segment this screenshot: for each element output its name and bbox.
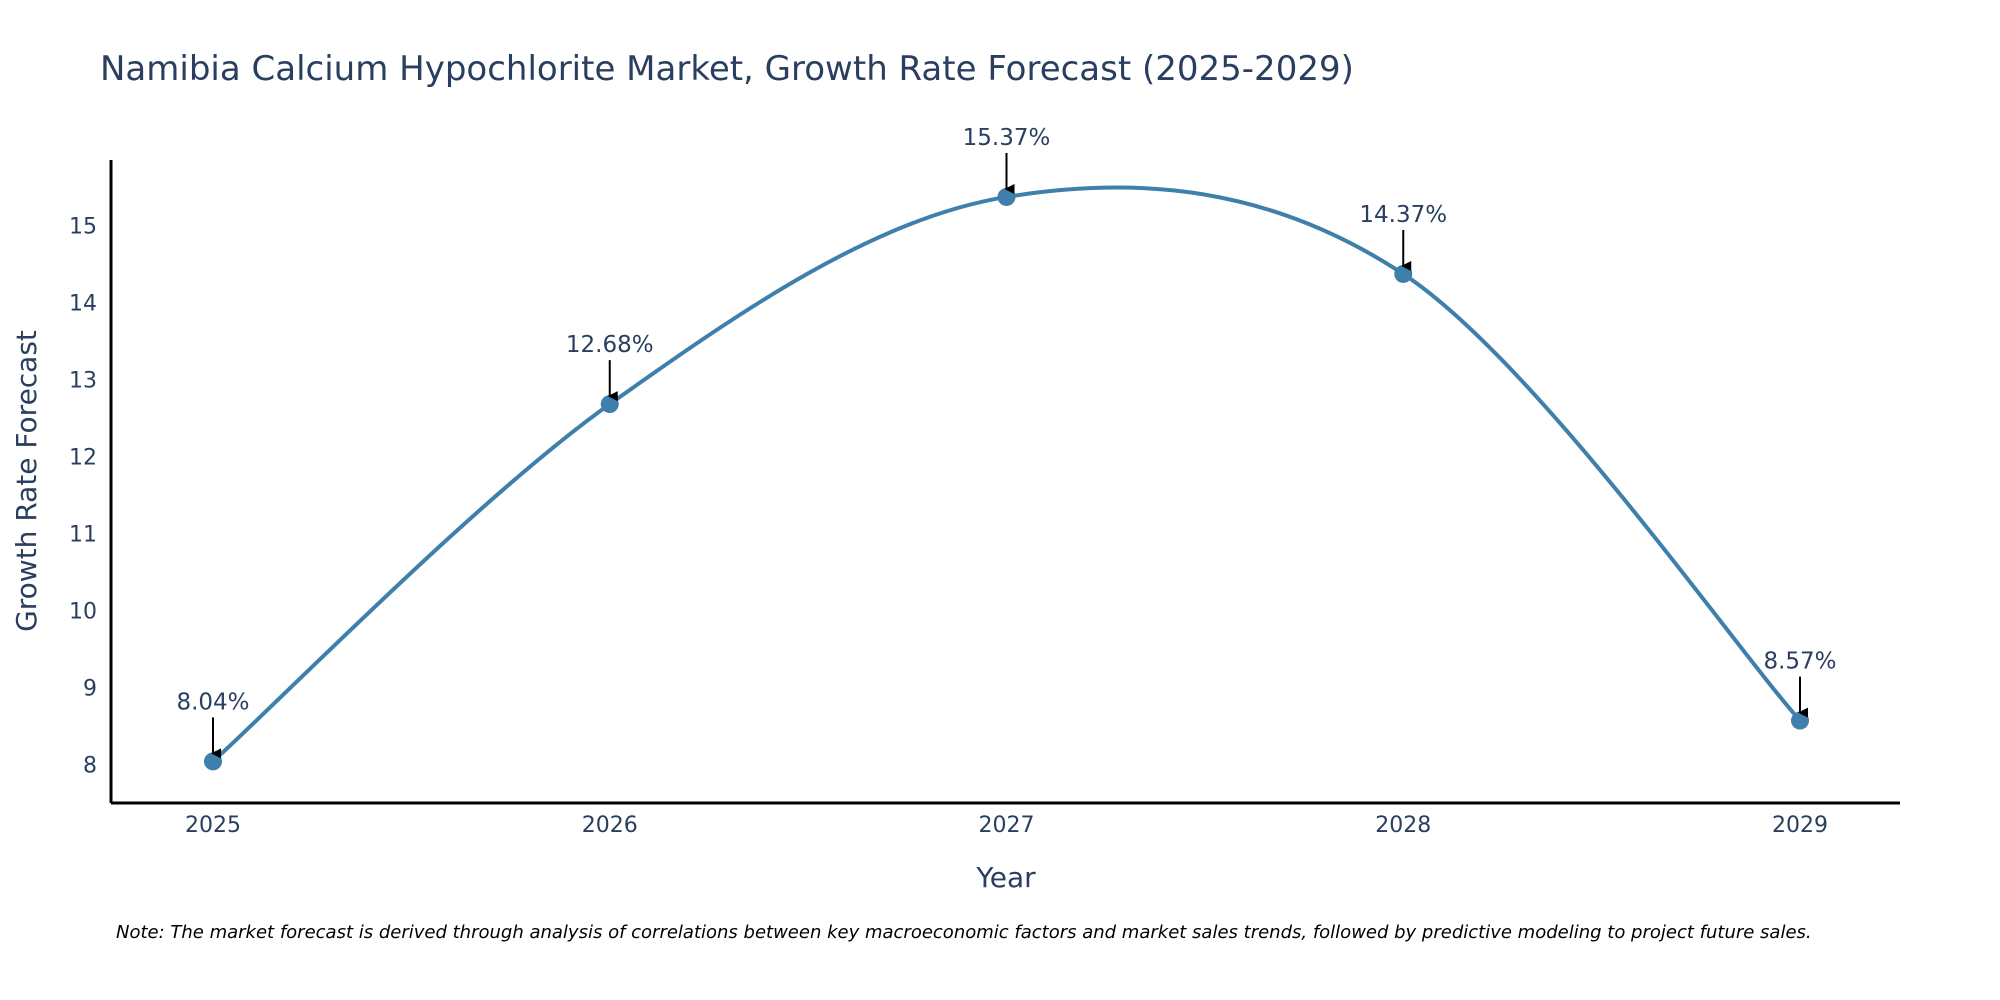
data-point-marker: [600, 395, 619, 414]
data-label: 15.37%: [963, 125, 1051, 151]
data-point-marker: [1394, 264, 1413, 283]
chart-title: Namibia Calcium Hypochlorite Market, Gro…: [100, 49, 1354, 89]
data-label: 8.04%: [176, 689, 249, 715]
y-tick-label: 13: [69, 368, 97, 393]
x-tick-label: 2028: [1375, 813, 1431, 838]
data-label: 12.68%: [566, 332, 654, 358]
y-tick-label: 10: [69, 599, 97, 624]
y-tick-label: 11: [69, 522, 97, 547]
x-tick-label: 2029: [1772, 813, 1828, 838]
series-line: [211, 185, 1802, 764]
y-axis-title: Growth Rate Forecast: [10, 330, 43, 632]
data-point-marker: [1791, 711, 1809, 730]
chart-note: Note: The market forecast is derived thr…: [116, 922, 1812, 943]
y-tick-label: 9: [83, 676, 97, 701]
x-ticks: 2025 2026 2027 2028 2029: [185, 813, 1828, 838]
y-tick-label: 12: [69, 445, 97, 470]
data-label: 8.57%: [1763, 649, 1836, 675]
axes: [109, 160, 1900, 805]
y-tick-label: 8: [83, 753, 97, 778]
data-label: 14.37%: [1359, 202, 1447, 228]
data-markers: [204, 187, 1809, 771]
x-tick-label: 2027: [979, 813, 1035, 838]
y-tick-label: 15: [69, 214, 97, 239]
x-tick-label: 2026: [582, 813, 638, 838]
y-ticks: 8 9 10 11 12 13 14 15: [69, 214, 97, 778]
data-point-marker: [204, 752, 222, 771]
x-axis-title: Year: [975, 861, 1036, 894]
data-annotations: 8.04% 12.68% 15.37% 14.37% 8.57%: [176, 125, 1837, 759]
data-point-marker: [997, 187, 1016, 206]
x-tick-label: 2025: [185, 813, 241, 838]
y-tick-label: 14: [69, 291, 97, 316]
